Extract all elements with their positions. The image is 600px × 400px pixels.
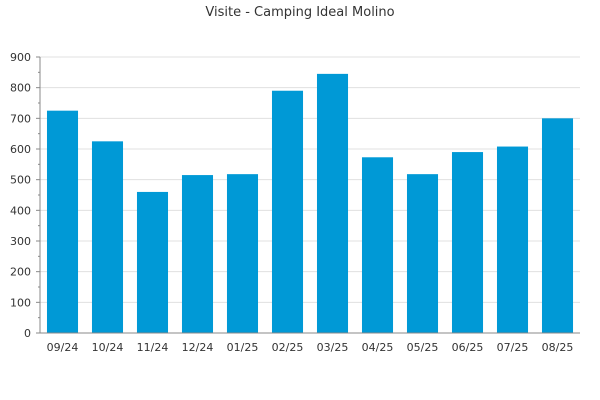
x-tick-label: 05/25 bbox=[407, 341, 439, 354]
bar bbox=[541, 118, 574, 333]
bar bbox=[226, 174, 259, 333]
bar bbox=[406, 174, 439, 333]
x-tick-label: 11/24 bbox=[137, 341, 169, 354]
x-tick-label: 12/24 bbox=[182, 341, 214, 354]
bar bbox=[181, 175, 214, 333]
x-tick-label: 09/24 bbox=[47, 341, 79, 354]
x-tick-label: 03/25 bbox=[317, 341, 349, 354]
y-tick-label: 100 bbox=[10, 296, 31, 309]
gridlines bbox=[40, 56, 580, 303]
y-tick-label: 800 bbox=[10, 82, 31, 95]
y-tick-label: 200 bbox=[10, 266, 31, 279]
x-tick-label: 10/24 bbox=[92, 341, 124, 354]
x-tick-label: 07/25 bbox=[497, 341, 529, 354]
bars bbox=[46, 73, 574, 334]
bar bbox=[361, 157, 394, 333]
bar bbox=[91, 141, 124, 333]
x-axis-ticks: 09/24 10/24 11/24 12/24 01/25 02/25 03/25 04/25… bbox=[47, 341, 574, 354]
y-tick-label: 300 bbox=[10, 235, 31, 248]
y-tick-label: 400 bbox=[10, 204, 31, 217]
bar bbox=[271, 90, 304, 333]
y-tick-label: 600 bbox=[10, 143, 31, 156]
x-tick-label: 08/25 bbox=[542, 341, 574, 354]
bar bbox=[136, 191, 169, 333]
bar bbox=[496, 146, 529, 333]
x-tick-label: 01/25 bbox=[227, 341, 259, 354]
x-tick-label: 06/25 bbox=[452, 341, 484, 354]
bar bbox=[316, 73, 349, 334]
x-tick-label: 04/25 bbox=[362, 341, 394, 354]
x-tick-label: 02/25 bbox=[272, 341, 304, 354]
y-tick-label: 900 bbox=[10, 51, 31, 64]
bar bbox=[451, 152, 484, 333]
bar bbox=[46, 110, 79, 333]
y-tick-label: 0 bbox=[24, 327, 31, 340]
y-tick-label: 700 bbox=[10, 112, 31, 125]
y-tick-label: 500 bbox=[10, 174, 31, 187]
y-axis-ticks: 0 100 200 300 400 500 600 700 800 900 bbox=[10, 51, 40, 340]
chart-title: Visite - Camping Ideal Molino bbox=[205, 5, 394, 20]
